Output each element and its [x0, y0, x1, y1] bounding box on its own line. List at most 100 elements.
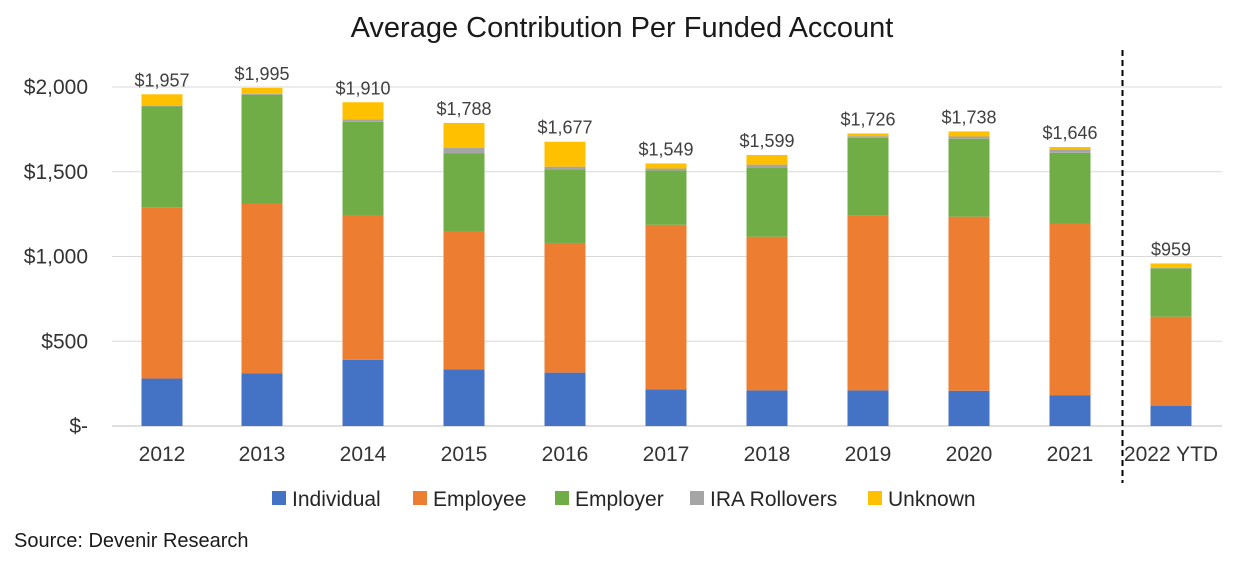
legend-label: IRA Rollovers	[710, 488, 837, 511]
bar-segment-employer	[544, 169, 586, 243]
total-label: $1,788	[436, 99, 491, 119]
y-tick-label: $1,000	[24, 246, 88, 269]
x-tick-label: 2018	[744, 443, 791, 466]
bar-segment-unknown	[141, 94, 183, 106]
y-tick-label: $2,000	[24, 76, 88, 99]
bar-segment-employer	[241, 94, 283, 204]
bar-segment-unknown	[847, 133, 889, 137]
x-tick-label: 2016	[542, 443, 589, 466]
bar-segment-unknown	[544, 141, 586, 167]
legend-label: Employee	[433, 488, 526, 511]
legend-swatch	[555, 491, 569, 505]
x-tick-label: 2019	[845, 443, 892, 466]
bars	[141, 87, 1192, 426]
bar-segment-employee	[141, 207, 183, 379]
bar-segment-individual	[645, 389, 687, 426]
y-tick-label: $-	[69, 415, 88, 438]
bar-segment-employer	[1150, 268, 1192, 317]
bar-segment-employee	[847, 215, 889, 391]
bar-segment-unknown	[645, 163, 687, 169]
total-label: $1,995	[234, 64, 289, 84]
bar-segment-individual	[443, 369, 485, 426]
total-label: $1,910	[335, 78, 390, 98]
bar-segment-employee	[1150, 316, 1192, 406]
x-tick-label: 2021	[1047, 443, 1094, 466]
bar-segment-employee	[342, 214, 384, 360]
chart-title: Average Contribution Per Funded Account	[351, 12, 894, 44]
bar-segment-individual	[342, 359, 384, 426]
bar-segment-individual	[847, 390, 889, 426]
total-label: $1,646	[1042, 123, 1097, 143]
bar-segment-ira-rollovers	[746, 164, 788, 169]
legend-swatch	[690, 491, 704, 505]
bar-segment-ira-rollovers	[141, 105, 183, 107]
bar-segment-unknown	[746, 154, 788, 165]
x-tick-label: 2012	[139, 443, 186, 466]
x-tick-label: 2020	[946, 443, 993, 466]
total-label: $1,677	[537, 118, 592, 138]
bar-segment-individual	[241, 373, 283, 426]
legend-label: Individual	[292, 488, 381, 511]
total-label: $1,726	[840, 109, 895, 129]
x-tick-label: 2015	[441, 443, 488, 466]
total-label: $1,599	[739, 131, 794, 151]
bar-segment-individual	[746, 390, 788, 426]
x-tick-label: 2022 YTD	[1124, 443, 1218, 466]
bar-segment-individual	[1150, 405, 1192, 426]
bar-segment-individual	[141, 378, 183, 426]
bar-segment-unknown	[1150, 263, 1192, 268]
bar-segment-ira-rollovers	[342, 119, 384, 122]
bar-segment-employer	[1049, 152, 1091, 224]
legend-swatch	[868, 491, 882, 505]
legend-label: Employer	[575, 488, 664, 511]
bar-segment-ira-rollovers	[948, 136, 990, 139]
legend-swatch	[413, 491, 427, 505]
bar-segment-employee	[948, 216, 990, 391]
bar-segment-ira-rollovers	[645, 168, 687, 171]
bar-segment-employee	[443, 231, 485, 370]
bar-segment-individual	[544, 372, 586, 426]
bar-segment-unknown	[241, 87, 283, 94]
bar-segment-unknown	[342, 102, 384, 120]
x-axis: 2012 2013 2014 2015 2016 2017 2018 2019 2020 2021…	[139, 443, 1218, 466]
total-labels: $1,957 $1,995 $1,910 $1,788 $1,677 $1,549 $1,5…	[134, 64, 1191, 260]
bar-segment-employee	[544, 242, 586, 373]
bar-segment-ira-rollovers	[544, 166, 586, 170]
y-axis: $- $500 $1,000 $1,500 $2,000	[24, 76, 88, 438]
total-label: $1,549	[638, 139, 693, 159]
legend-label: Unknown	[888, 488, 976, 511]
bar-segment-employer	[342, 121, 384, 215]
bar-segment-employer	[847, 137, 889, 216]
bar-segment-unknown	[948, 131, 990, 137]
bar-segment-employer	[746, 168, 788, 237]
bar-segment-ira-rollovers	[847, 136, 889, 138]
bar-segment-employer	[645, 170, 687, 225]
legend: Individual Employee Employer IRA Rollovers U…	[272, 488, 976, 511]
source-note: Source: Devenir Research	[14, 530, 249, 552]
y-tick-label: $500	[41, 330, 88, 353]
bar-segment-ira-rollovers	[1150, 267, 1192, 269]
total-label: $1,957	[134, 70, 189, 90]
bar-segment-employee	[645, 224, 687, 390]
bar-segment-employer	[443, 153, 485, 232]
bar-segment-employee	[241, 203, 283, 374]
x-tick-label: 2017	[643, 443, 690, 466]
bar-segment-employer	[141, 106, 183, 208]
total-label: $959	[1151, 239, 1191, 259]
x-tick-label: 2013	[239, 443, 286, 466]
bar-segment-ira-rollovers	[241, 93, 283, 95]
bar-segment-individual	[1049, 395, 1091, 426]
bar-segment-unknown	[443, 122, 485, 149]
y-tick-label: $1,500	[24, 161, 88, 184]
bar-segment-individual	[948, 390, 990, 426]
bar-segment-employee	[1049, 223, 1091, 396]
legend-swatch	[272, 491, 286, 505]
bar-segment-ira-rollovers	[443, 148, 485, 154]
bar-segment-unknown	[1049, 147, 1091, 150]
bar-segment-ira-rollovers	[1049, 149, 1091, 153]
x-tick-label: 2014	[340, 443, 387, 466]
bar-segment-employee	[746, 236, 788, 391]
bar-segment-employer	[948, 138, 990, 217]
total-label: $1,738	[941, 107, 996, 127]
